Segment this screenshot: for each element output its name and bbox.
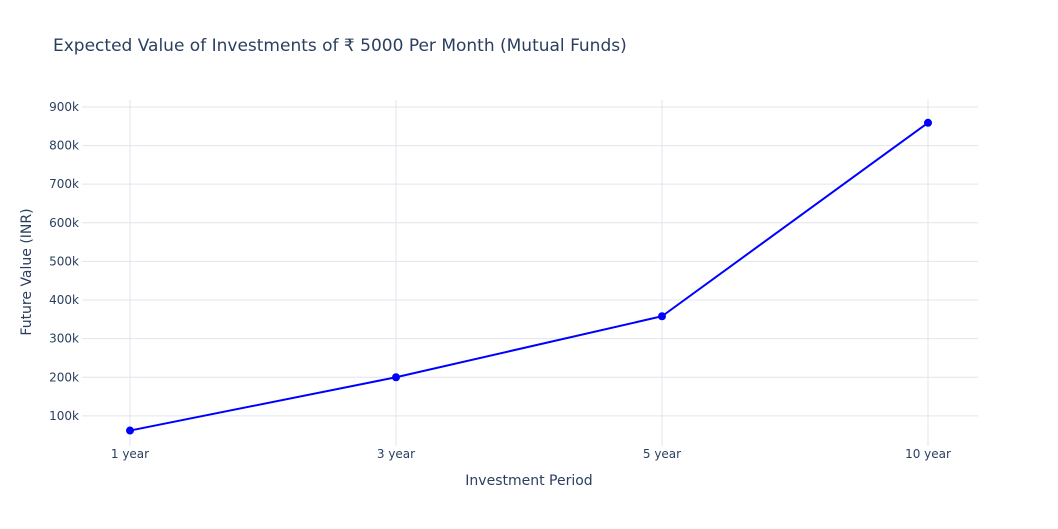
series-layer — [126, 118, 932, 435]
y-tick-label: 200k — [49, 370, 79, 384]
x-axis-title: Investment Period — [465, 473, 592, 489]
y-tick-label: 600k — [49, 216, 79, 230]
x-tick-label: 10 year — [905, 447, 951, 461]
y-tick-label: 700k — [49, 177, 79, 191]
x-axis-ticks: 1 year 3 year 5 year 10 year — [111, 447, 951, 461]
x-tick-label: 3 year — [377, 447, 415, 461]
y-tick-label: 400k — [49, 293, 79, 307]
data-point[interactable] — [392, 373, 400, 382]
chart-title: Expected Value of Investments of ₹ 5000 … — [53, 36, 627, 56]
x-tick-label: 1 year — [111, 447, 149, 461]
y-tick-label: 900k — [49, 100, 79, 114]
y-tick-label: 500k — [49, 254, 79, 268]
data-point[interactable] — [658, 312, 666, 321]
x-tick-label: 5 year — [643, 447, 681, 461]
series-line — [129, 121, 929, 432]
y-tick-label: 300k — [49, 332, 79, 346]
y-axis-ticks: 100k 200k 300k 400k 500k 600k 700k 800k 900k — [49, 100, 79, 423]
data-point[interactable] — [924, 118, 932, 127]
y-axis-title: Future Value (INR) — [19, 208, 35, 335]
y-tick-label: 100k — [49, 409, 79, 423]
y-tick-label: 800k — [49, 139, 79, 153]
data-point[interactable] — [126, 426, 134, 435]
grid — [82, 100, 978, 446]
